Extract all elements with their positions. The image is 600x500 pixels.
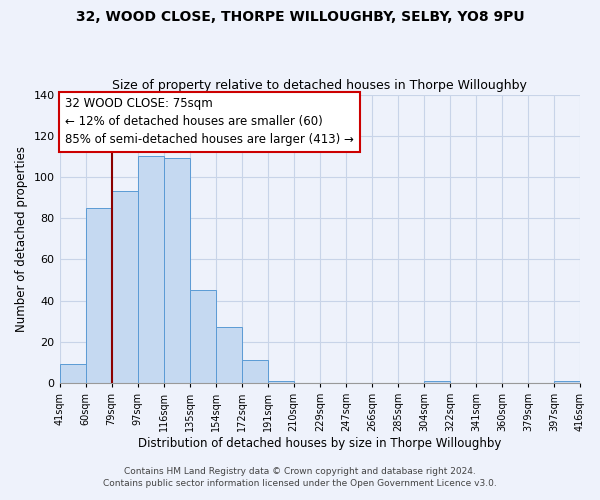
Text: Contains HM Land Registry data © Crown copyright and database right 2024.
Contai: Contains HM Land Registry data © Crown c…	[103, 466, 497, 487]
Bar	[59, 364, 86, 383]
Bar	[215, 328, 242, 383]
Text: 32, WOOD CLOSE, THORPE WILLOUGHBY, SELBY, YO8 9PU: 32, WOOD CLOSE, THORPE WILLOUGHBY, SELBY…	[76, 10, 524, 24]
Text: 32 WOOD CLOSE: 75sqm
← 12% of detached houses are smaller (60)
85% of semi-detac: 32 WOOD CLOSE: 75sqm ← 12% of detached h…	[65, 98, 353, 146]
Bar	[268, 381, 294, 383]
Bar	[86, 208, 112, 383]
Bar	[164, 158, 190, 383]
Title: Size of property relative to detached houses in Thorpe Willoughby: Size of property relative to detached ho…	[112, 79, 527, 92]
Bar	[554, 381, 580, 383]
Bar	[112, 192, 137, 383]
Bar	[137, 156, 164, 383]
Bar	[190, 290, 215, 383]
Bar	[424, 381, 450, 383]
X-axis label: Distribution of detached houses by size in Thorpe Willoughby: Distribution of detached houses by size …	[138, 437, 502, 450]
Bar	[242, 360, 268, 383]
Y-axis label: Number of detached properties: Number of detached properties	[15, 146, 28, 332]
